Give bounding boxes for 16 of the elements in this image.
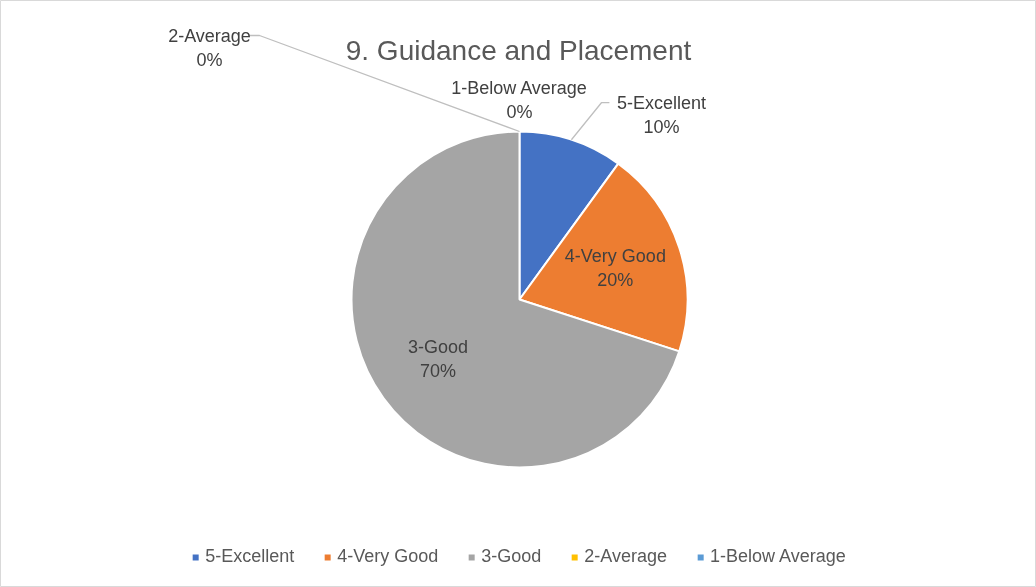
data-label: 70% [419,360,456,381]
category-label: 2-Average [168,25,251,46]
slice-label: 5-Excellent [616,92,706,113]
legend-label: 4-Very Good [337,546,439,567]
legend-label: 1-Below Average [710,546,846,567]
legend-label: 5-Excellent [205,546,295,567]
slice-label: 3-Good [407,336,468,357]
text: 0% [196,49,223,70]
category-label: 1-Below Average [451,77,587,98]
slice-label: 4-Very Good [564,246,666,267]
data-label: 10% [643,116,680,137]
legend-label: 2-Average [584,546,668,567]
text: 0% [506,101,533,122]
chart-title: 9. Guidance and Placement [345,35,692,66]
legend-label: 3-Good [481,546,542,567]
data-label: 20% [597,270,634,291]
